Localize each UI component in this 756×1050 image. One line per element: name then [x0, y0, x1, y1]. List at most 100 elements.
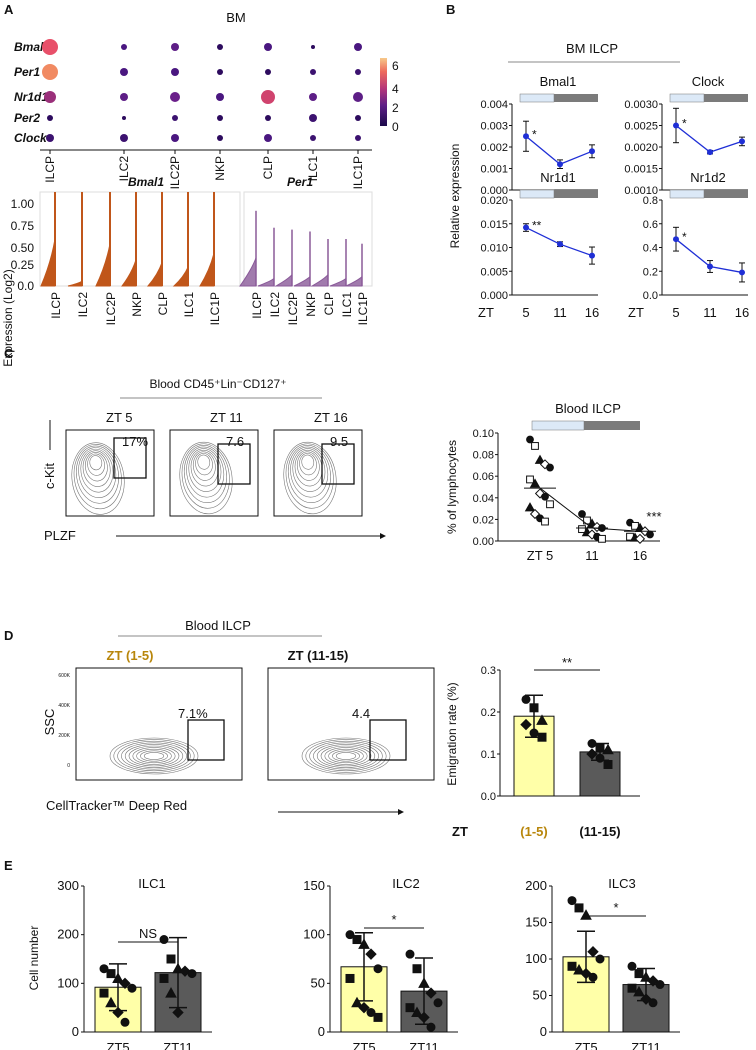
contour-line [301, 454, 315, 470]
expression-dot [217, 44, 223, 50]
zt-tick: 11 [703, 305, 717, 320]
cell-type-label: ILC2 [117, 156, 131, 182]
data-point [523, 224, 529, 231]
data-point [529, 728, 539, 738]
contour-line [324, 747, 368, 765]
expression-dot [47, 115, 53, 121]
violin-shape [146, 262, 163, 287]
y-tick-label: 0.04 [473, 493, 494, 505]
data-point [627, 983, 637, 993]
data-point [351, 996, 363, 1008]
significance-mark: ** [532, 219, 542, 233]
expression-dot [354, 43, 362, 51]
cell-number-label: Cell number [27, 926, 41, 991]
scatter-point [534, 454, 546, 464]
data-point [411, 1006, 423, 1018]
contour-line [197, 454, 211, 470]
data-point [589, 148, 595, 155]
dark-phase-bar [704, 190, 748, 198]
flow-plot-frame [75, 667, 243, 781]
data-point [587, 739, 597, 748]
arrow-head [380, 533, 386, 539]
contour-line [132, 747, 176, 765]
violin-title: Bmal1 [128, 175, 164, 189]
y-tick-label: 0.0 [643, 290, 658, 302]
data-point [425, 987, 437, 999]
expression-dot [42, 39, 58, 55]
violin-title: Per1 [287, 175, 313, 189]
zt-prefix: ZT [628, 305, 644, 320]
data-point [573, 963, 585, 975]
contour-line [117, 740, 191, 772]
contour-line [292, 448, 326, 492]
data-point [634, 969, 644, 979]
data-point [119, 977, 131, 990]
expression-dot [217, 115, 223, 121]
light-phase-bar [531, 420, 585, 431]
flow-plot-title: ZT (1-5) [107, 648, 154, 663]
violin-cell-label: ILC2 [268, 292, 282, 318]
light-phase-bar [669, 93, 705, 103]
contour-line [320, 745, 372, 767]
cell-type-label: CLP [261, 156, 275, 179]
x-tick-label: ZT5 [574, 1040, 597, 1050]
bar [513, 715, 555, 797]
contour-line [89, 455, 103, 471]
y-tick-label: 0.6 [643, 219, 658, 231]
scatter-y-label: % of lymphocytes [445, 440, 459, 534]
y-tick-label: 0.02 [473, 514, 494, 526]
data-point [580, 967, 592, 980]
expression-dot [355, 135, 361, 141]
gene-subplot-title: Nr1d1 [540, 170, 575, 185]
data-point [159, 973, 169, 983]
gene-label: Nr1d1 [14, 90, 48, 104]
expression-dot [121, 44, 127, 50]
y-tick-label: 0.0030 [624, 99, 658, 111]
contour-line [73, 444, 122, 510]
violin-shape [67, 280, 83, 287]
gene-subplot-title: Clock [692, 74, 725, 89]
violin-shape [329, 277, 347, 287]
scatter-point [598, 534, 606, 543]
y-tick-label: 0.0020 [624, 142, 658, 154]
y-tick-label: 0 [540, 1024, 547, 1039]
contour-line [285, 443, 334, 509]
zt-tick: 5 [672, 305, 679, 320]
data-point [648, 998, 658, 1008]
x-tick-label: (1-5) [520, 824, 547, 839]
significance-mark: * [391, 912, 396, 927]
y-tick-label: 0.0025 [624, 121, 658, 133]
subplot-title: ILC1 [138, 876, 165, 891]
expression-dot [120, 68, 128, 76]
flow-plot-title: ZT 11 [210, 410, 243, 425]
significance-mark: * [682, 117, 687, 131]
y-tick-label: 100 [57, 975, 79, 990]
x-tick-label: ZT5 [352, 1040, 375, 1050]
contour-line [121, 742, 187, 770]
gate-percentage: 17% [122, 434, 148, 449]
data-point [739, 138, 745, 145]
gate-percentage: 7.1% [178, 706, 208, 721]
data-point [179, 965, 191, 977]
x-tick-label: 16 [633, 548, 647, 563]
y-tick-label: 0.3 [481, 665, 496, 677]
y-tick-label: 0.001 [480, 164, 508, 176]
x-axis-label: CellTracker™ Deep Red [46, 798, 187, 813]
blood-ilcp-header: Blood ILCP [185, 618, 251, 633]
y-tick-label: 0.2 [481, 707, 496, 719]
arrow-head [398, 809, 404, 815]
y-tick-label: 0.08 [473, 450, 494, 462]
contour-line [287, 445, 331, 504]
data-point [603, 760, 613, 769]
x-tick-label: ZT 5 [527, 548, 554, 563]
contour-line [296, 451, 320, 481]
x-axis-label: PLZF [44, 528, 76, 543]
data-point [557, 161, 563, 168]
gene-label: Per2 [14, 111, 40, 125]
violin-y-tick: 0.25 [11, 258, 35, 272]
colorbar-tick: 0 [392, 120, 399, 134]
zt-prefix: ZT [478, 305, 494, 320]
data-point [127, 983, 137, 993]
contour-line [124, 744, 184, 768]
y-tick-label: 0.0 [481, 791, 496, 803]
